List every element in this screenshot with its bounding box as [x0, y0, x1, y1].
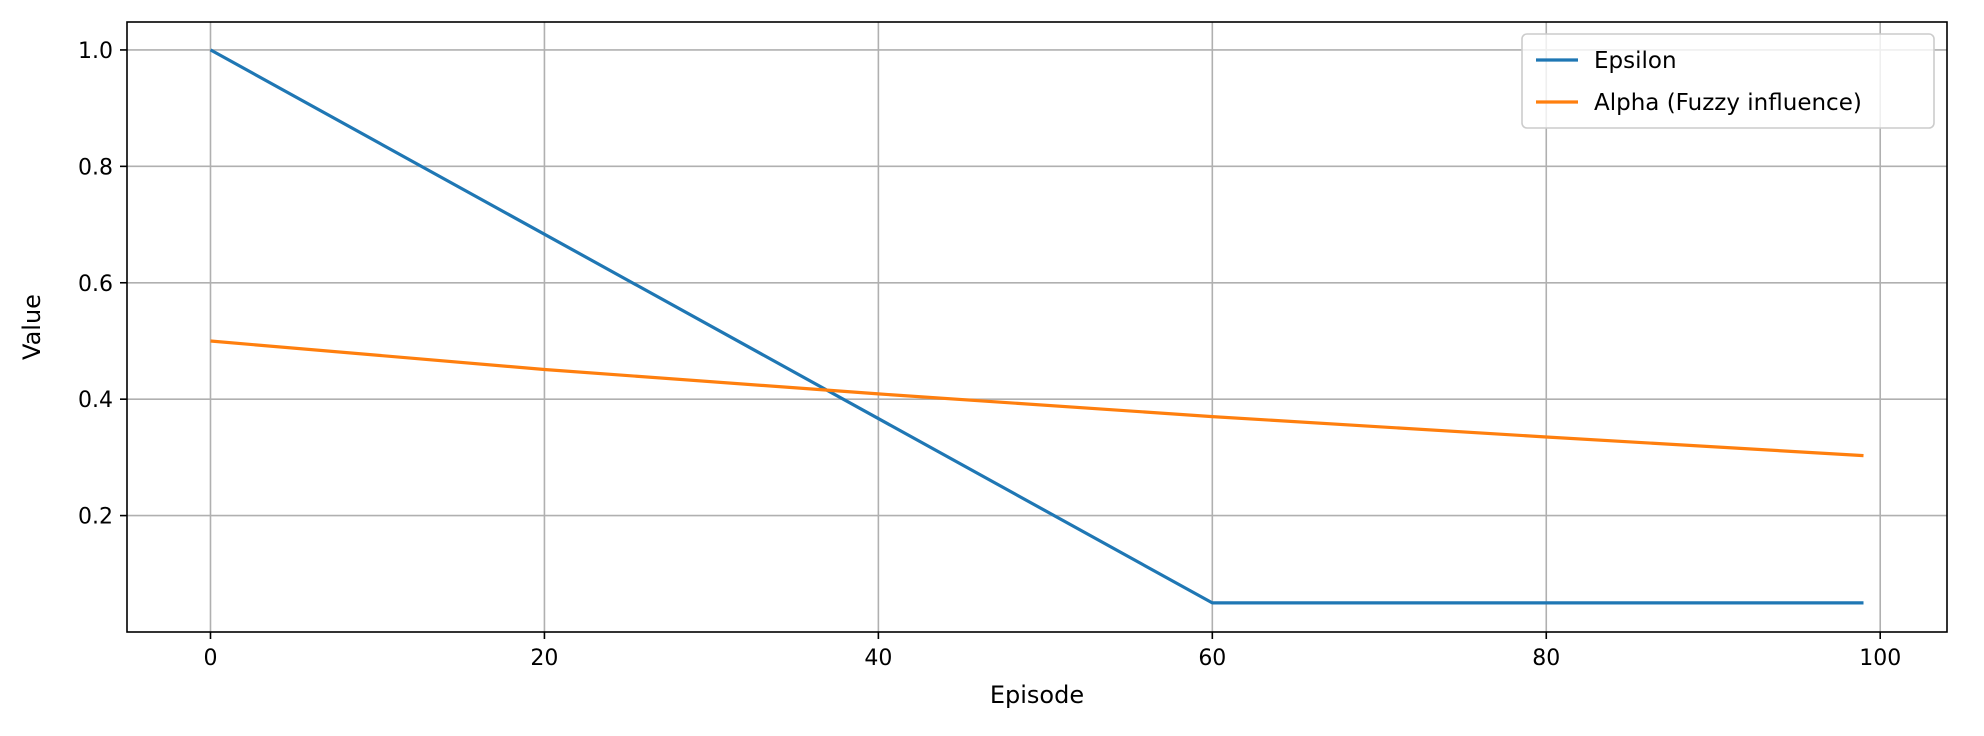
x-tick-label: 60	[1198, 646, 1226, 671]
series-line-1	[210, 339, 1864, 458]
y-tick-label: 0.8	[78, 155, 113, 180]
y-axis-ticks: 0.2 0.4 0.6 0.8 1.0	[78, 39, 127, 530]
x-tick-label: 20	[530, 646, 558, 671]
y-tick-label: 0.2	[78, 505, 113, 530]
x-axis-label: Episode	[990, 681, 1084, 709]
legend-box	[1521, 33, 1935, 129]
legend-label: Epsilon	[1594, 48, 1677, 74]
x-axis-ticks: 0 20 40 60 80 100	[203, 632, 1901, 671]
y-tick-label: 0.6	[78, 272, 113, 297]
legend: Epsilon Alpha (Fuzzy influence)	[1521, 33, 1935, 129]
legend-label: Alpha (Fuzzy influence)	[1594, 90, 1862, 116]
axes-frame	[126, 21, 1948, 633]
x-tick-label: 80	[1532, 646, 1560, 671]
y-tick-label: 1.0	[78, 39, 113, 64]
series-line-0	[209, 48, 1864, 605]
series-lines	[209, 48, 1864, 605]
x-tick-label: 40	[864, 646, 892, 671]
x-tick-label: 0	[203, 646, 217, 671]
y-axis-label: Value	[18, 294, 46, 360]
x-tick-label: 100	[1859, 646, 1901, 671]
y-tick-label: 0.4	[78, 388, 113, 413]
